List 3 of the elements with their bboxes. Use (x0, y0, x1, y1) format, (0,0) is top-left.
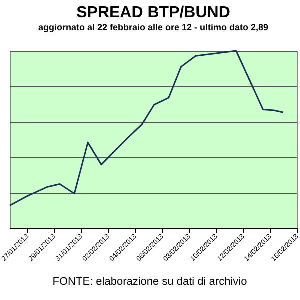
source-note: FONTE: elaborazione su dati di archivio (52, 276, 248, 288)
chart-subtitle: aggiornato al 22 febbraio alle ore 12 - ultimo dato 2,89 (38, 22, 269, 32)
chart-title: SPREAD BTP/BUND (76, 4, 230, 22)
